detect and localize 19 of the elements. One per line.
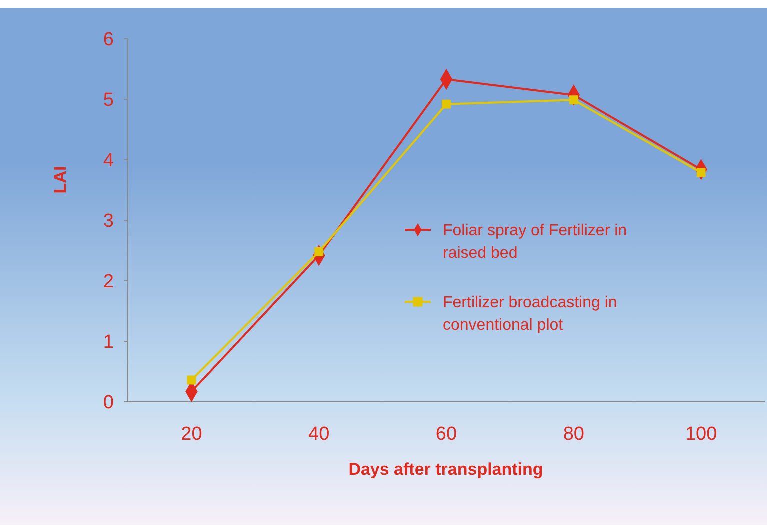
y-tick-label: 2: [103, 272, 114, 293]
x-tick-label: 80: [563, 424, 584, 445]
y-tick-label: 1: [103, 332, 114, 354]
y-axis-title: LAI: [51, 166, 70, 194]
point: [187, 376, 196, 385]
y-tick-label: 3: [103, 211, 114, 232]
x-tick-label: 40: [308, 424, 330, 445]
legend-label: Fertilizer broadcasting in conventional plot: [443, 294, 618, 334]
x-tick-label: 100: [685, 424, 718, 445]
legend-label: Foliar spray of Fertilizer in raised bed: [443, 222, 628, 262]
point: [569, 96, 578, 105]
x-tick-label: 20: [181, 424, 202, 445]
y-tick-label: 6: [103, 30, 114, 51]
point: [442, 100, 451, 109]
x-tick-label: 60: [436, 424, 458, 445]
y-tick-label: 0: [103, 392, 114, 414]
y-tick-label: 5: [103, 90, 114, 112]
x-axis-title: Days after transplanting: [348, 460, 544, 479]
y-tick-label: 4: [103, 150, 114, 172]
